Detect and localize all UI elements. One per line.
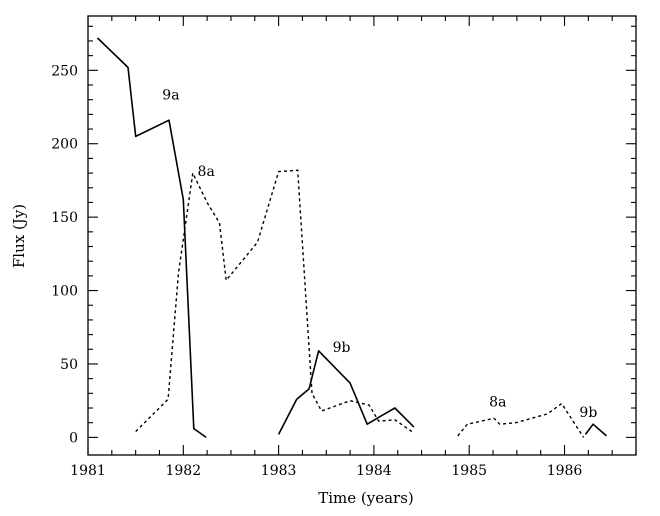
x-tick-label: 1986 [547, 463, 583, 479]
x-tick-label: 1983 [261, 463, 297, 479]
series-label-9a: 9a [162, 88, 179, 104]
series-label-9b: 9b [333, 340, 351, 356]
series-annotations: 9a 8a 9b 8a 9b [162, 88, 597, 421]
plot-frame [87, 15, 637, 456]
y-axis-title: Flux (Jy) [10, 204, 28, 268]
x-tick-label: 1982 [165, 463, 201, 479]
series-label-8a: 8a [198, 164, 215, 180]
x-axis-title: Time (years) [318, 489, 414, 507]
x-tick-label: 1985 [451, 463, 487, 479]
series-lines [96, 37, 608, 439]
series-line-8a-segment-2 [457, 402, 585, 438]
series-line-9b-segment-1 [277, 349, 415, 435]
y-tick-label: 0 [69, 430, 78, 446]
series-line-9b-segment-2 [584, 423, 608, 437]
axis-ticks: 1981 1982 1983 1984 1985 1986 0 50 100 150 200 250 [51, 16, 637, 479]
y-tick-label: 200 [51, 137, 78, 153]
y-tick-label: 250 [51, 63, 78, 79]
series-label-8a: 8a [489, 395, 506, 411]
y-tick-label: 150 [51, 210, 78, 226]
series-label-9b: 9b [579, 405, 597, 421]
x-tick-label: 1984 [356, 463, 392, 479]
x-tick-label: 1981 [70, 463, 106, 479]
series-line-8a-segment-1 [135, 169, 415, 434]
y-tick-label: 50 [60, 357, 78, 373]
series-line-9a-segment-1 [96, 37, 207, 439]
y-tick-label: 100 [51, 284, 78, 300]
